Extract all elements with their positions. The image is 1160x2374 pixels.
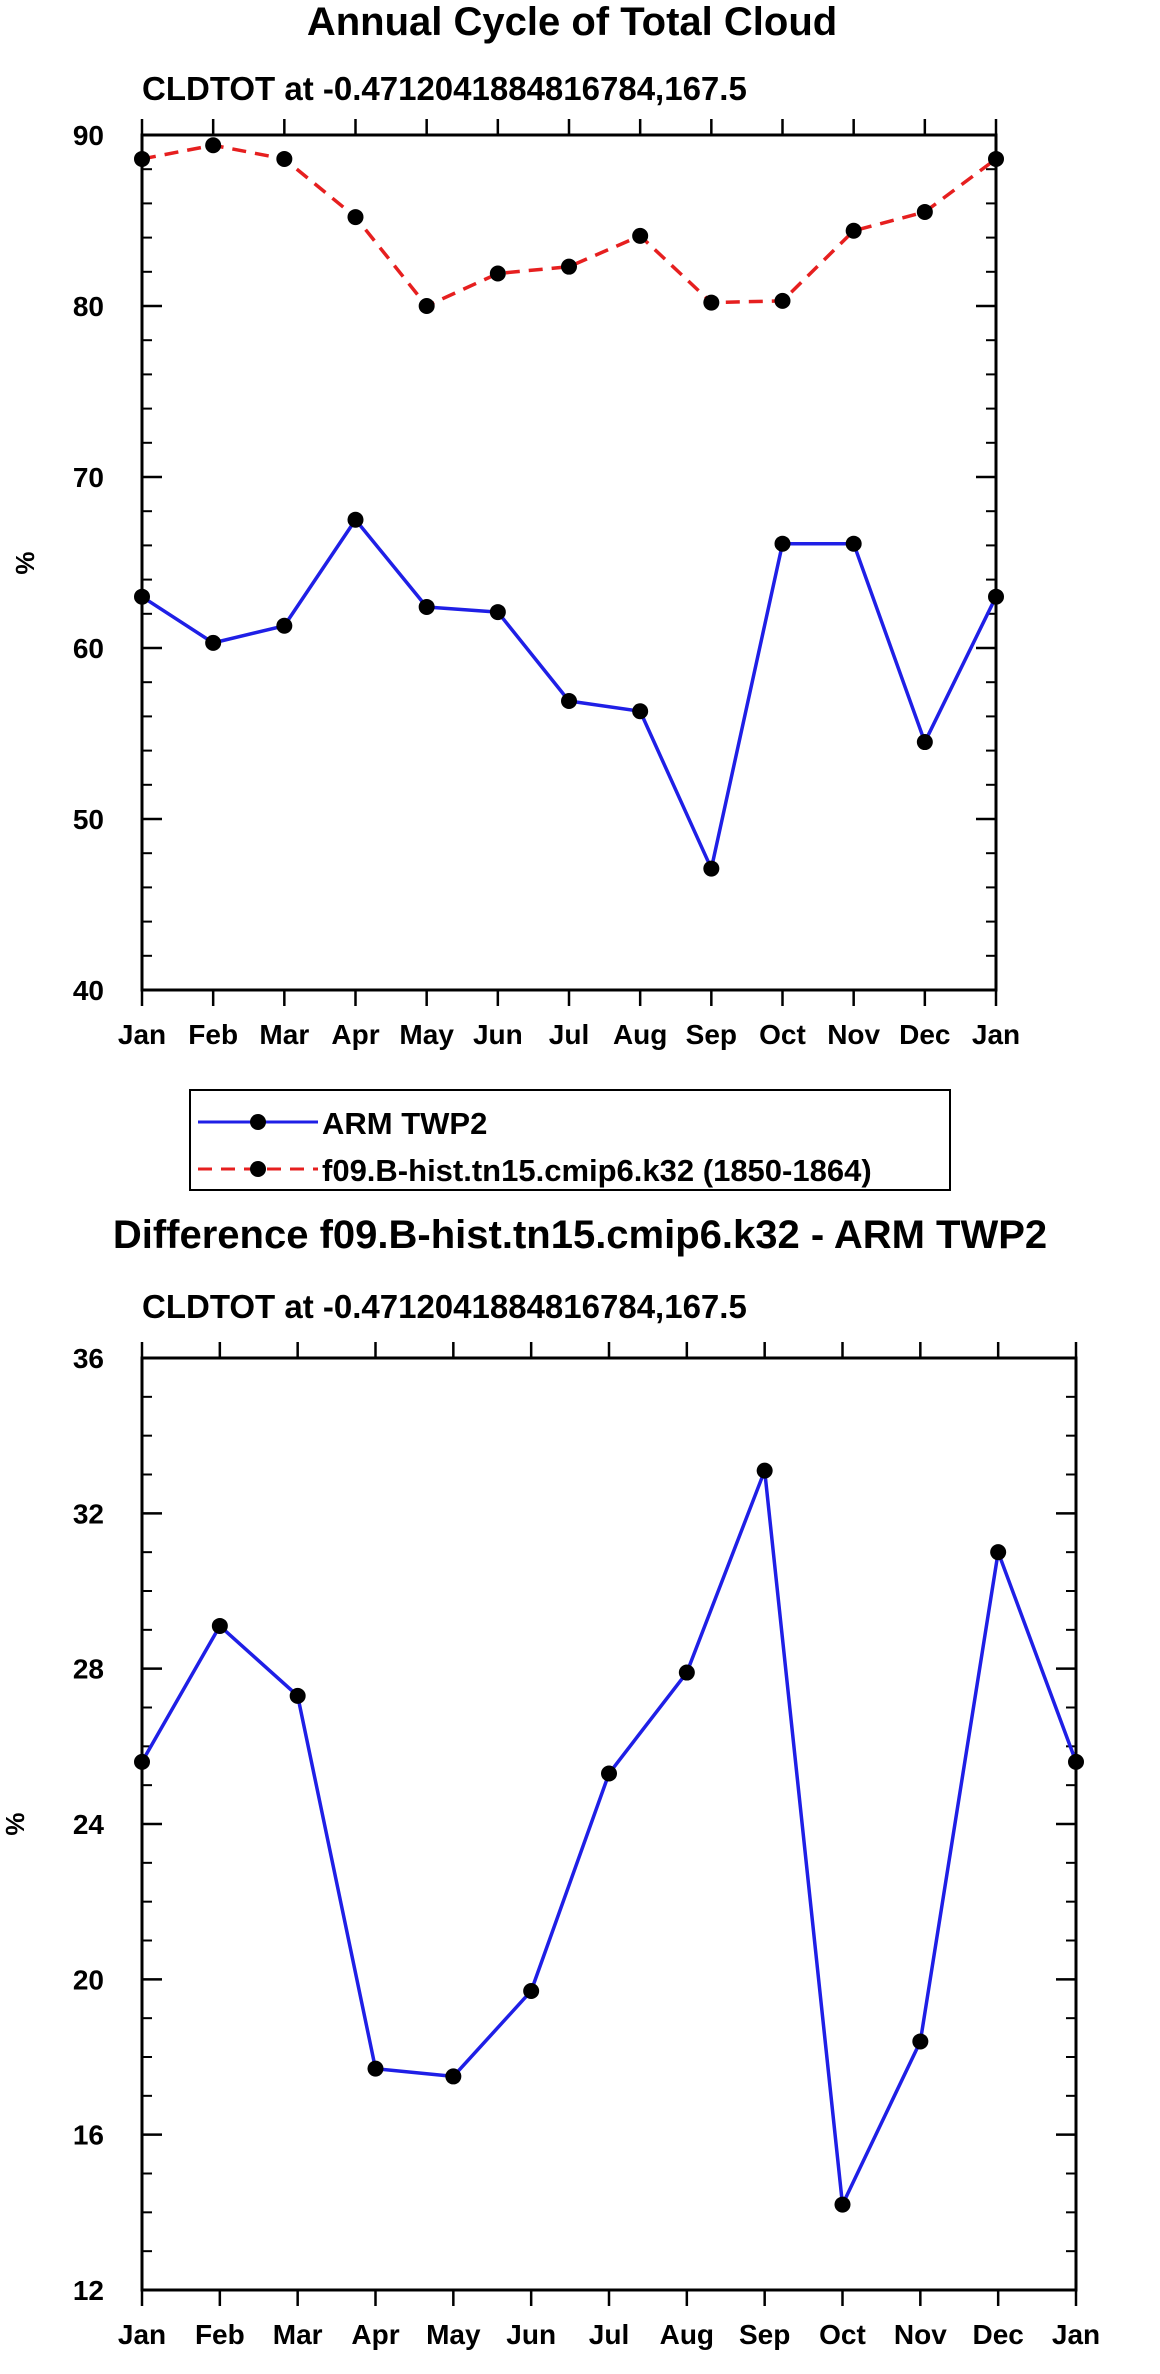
x-tick-label: Sep	[739, 2319, 790, 2350]
legend-label-arm: ARM TWP2	[322, 1106, 487, 1141]
x-tick-label: Feb	[188, 1019, 238, 1050]
chart-1-ylabel: %	[10, 551, 40, 574]
x-tick-label: Oct	[759, 1019, 806, 1050]
x-tick-label: Jan	[118, 1019, 166, 1050]
x-tick-label: Jun	[473, 1019, 523, 1050]
x-tick-label: Jan	[972, 1019, 1020, 1050]
x-tick-label: Sep	[686, 1019, 737, 1050]
y-tick-label: 50	[73, 804, 104, 835]
data-point	[703, 860, 720, 877]
x-tick-label: Apr	[331, 1019, 379, 1050]
y-tick-label: 28	[73, 1654, 104, 1685]
y-tick-label: 24	[73, 1809, 105, 1840]
data-point	[134, 588, 150, 605]
x-tick-label: Mar	[273, 2319, 323, 2350]
x-tick-label: Jul	[549, 1019, 589, 1050]
data-point	[845, 535, 862, 552]
legend-label-model: f09.B-hist.tn15.cmip6.k32 (1850-1864)	[322, 1153, 872, 1188]
chart-1-subtitle: CLDTOT at -0.4712041884816784,167.5	[142, 70, 747, 107]
legend-box	[189, 1089, 951, 1191]
data-point	[990, 1544, 1007, 1561]
data-point	[1068, 1753, 1084, 1770]
x-tick-label: Nov	[827, 1019, 880, 1050]
series-line-1	[140, 1468, 1078, 2207]
legend: ARM TWP2 f09.B-hist.tn15.cmip6.k32 (1850…	[189, 1089, 951, 1191]
legend-marker-arm	[250, 1114, 266, 1130]
data-point	[347, 511, 364, 528]
data-point	[276, 150, 293, 167]
x-tick-label: Jun	[506, 2319, 556, 2350]
y-tick-label: 70	[73, 462, 104, 493]
chart-1: 40 50 60 70 80 90 Jan Feb Mar Apr May Jun Jul Aug Sep O…	[73, 119, 1020, 1050]
data-point	[834, 2196, 851, 2213]
data-point	[601, 1765, 617, 1782]
data-point	[489, 265, 506, 282]
y-tick-label: 12	[73, 2275, 104, 2306]
data-point	[916, 203, 933, 220]
y-tick-label: 40	[73, 975, 104, 1006]
data-point	[774, 535, 791, 552]
chart-2: 12 16 20 24 28 32 36 Jan Feb Mar Apr May Jun Jul Aug Se…	[73, 1342, 1100, 2350]
data-point	[418, 298, 435, 314]
chart-2-subtitle: CLDTOT at -0.4712041884816784,167.5	[142, 1288, 747, 1325]
data-point	[756, 1462, 773, 1479]
data-point	[561, 693, 577, 710]
x-tick-label: Dec	[972, 2319, 1023, 2350]
data-point	[774, 292, 791, 309]
data-point	[678, 1664, 695, 1681]
data-point	[632, 703, 649, 720]
y-tick-label: 32	[73, 1498, 104, 1529]
chart-2-ylabel: %	[0, 1812, 30, 1835]
data-point	[347, 209, 364, 226]
y-tick-label: 20	[73, 1964, 104, 1995]
x-tick-label: Oct	[819, 2319, 866, 2350]
x-tick-label: Jan	[1052, 2319, 1100, 2350]
x-tick-label: Mar	[259, 1019, 309, 1050]
data-point	[703, 294, 720, 311]
x-tick-label: Jan	[118, 2319, 166, 2350]
plot-frame	[140, 1356, 1078, 2292]
x-tick-label: Feb	[195, 2319, 245, 2350]
y-tick-label: 36	[73, 1343, 104, 1374]
legend-marker-model	[250, 1161, 266, 1177]
x-tick-label: May	[426, 2319, 481, 2350]
y-tick-label: 60	[73, 633, 104, 664]
data-point	[988, 588, 1004, 605]
chart-1-title: Annual Cycle of Total Cloud	[307, 0, 837, 44]
data-point	[523, 1982, 540, 1999]
x-tick-label: Nov	[894, 2319, 947, 2350]
x-tick-label: Jul	[589, 2319, 629, 2350]
x-tick-label: Aug	[613, 1019, 667, 1050]
series-line-2	[141, 143, 998, 308]
data-point	[134, 1753, 150, 1770]
data-point	[205, 137, 222, 154]
data-point	[845, 222, 862, 239]
x-tick-label: Apr	[351, 2319, 399, 2350]
x-tick-label: Aug	[660, 2319, 714, 2350]
data-point	[912, 2033, 929, 2050]
data-point	[367, 2060, 384, 2077]
x-tick-label: May	[399, 1019, 454, 1050]
data-point	[489, 604, 506, 621]
data-point	[445, 2068, 462, 2085]
chart-2-title: Difference f09.B-hist.tn15.cmip6.k32 - A…	[113, 1213, 1047, 1257]
y-tick-label: 16	[73, 2120, 104, 2151]
data-point	[988, 150, 1004, 167]
y-tick-label: 80	[73, 291, 104, 322]
data-point	[205, 634, 222, 651]
data-point	[276, 617, 293, 634]
x-tick-label: Dec	[899, 1019, 950, 1050]
data-point	[211, 1617, 228, 1634]
data-point	[134, 150, 150, 167]
data-point	[561, 258, 577, 275]
data-point	[289, 1687, 306, 1704]
data-point	[418, 598, 435, 615]
y-tick-label: 90	[73, 120, 104, 151]
data-point	[632, 227, 649, 244]
data-point	[916, 734, 933, 751]
